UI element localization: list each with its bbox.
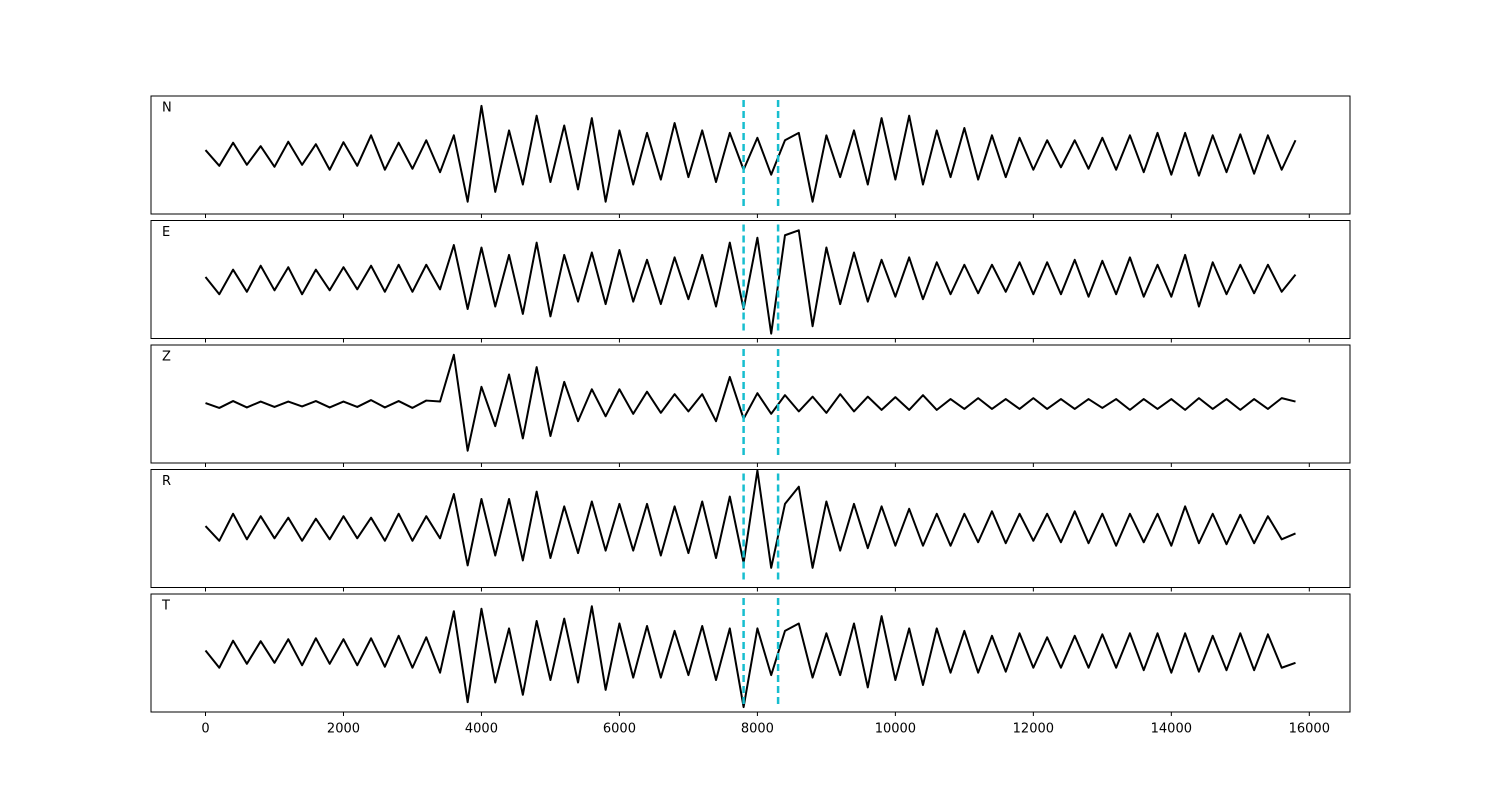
waveform [205, 353, 1296, 452]
x-tick-label: 16000 [1289, 722, 1330, 737]
x-tick-label: 14000 [1151, 722, 1192, 737]
x-tick-label: 12000 [1013, 722, 1054, 737]
x-tick-label: 2000 [327, 722, 360, 737]
x-tick-label: 4000 [465, 722, 498, 737]
x-tick-label: 10000 [875, 722, 916, 737]
panel-frame [150, 593, 1351, 713]
panel-frame [150, 220, 1351, 339]
panel-frame [150, 469, 1351, 588]
panel-label: Z [162, 350, 171, 365]
panel-label: E [162, 225, 170, 240]
panel-label: R [162, 474, 171, 489]
panel-frame [150, 344, 1351, 464]
panel-frame [150, 95, 1351, 215]
x-tick-label: 0 [201, 722, 209, 737]
x-tick-label: 6000 [603, 722, 636, 737]
panel-label: N [162, 101, 172, 116]
waveform [204, 469, 1296, 569]
x-tick-label: 8000 [741, 722, 774, 737]
panel-label: T [161, 599, 170, 614]
waveform [204, 229, 1297, 335]
waveform [204, 104, 1297, 203]
waveform [204, 605, 1296, 709]
